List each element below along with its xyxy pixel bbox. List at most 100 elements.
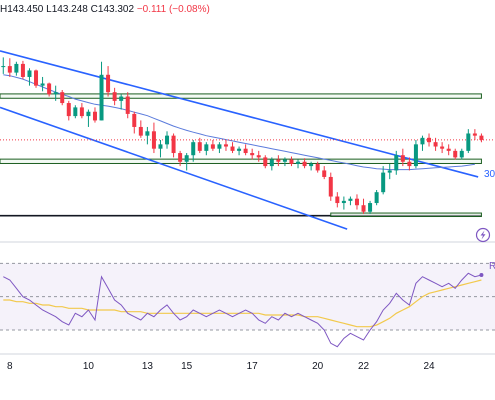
candle xyxy=(92,107,97,123)
x-tick-label: 22 xyxy=(358,361,370,372)
candle xyxy=(7,58,12,77)
candle-body xyxy=(92,111,97,121)
candle-body xyxy=(53,92,58,95)
candle-body xyxy=(413,144,418,167)
candle xyxy=(459,148,464,160)
candle xyxy=(165,131,170,149)
candle-body xyxy=(204,144,209,151)
ohlc-change: −0.111 (−0.08%) xyxy=(136,4,210,15)
candle-body xyxy=(99,74,104,121)
time-axis-labels: 8 10 13 15 17 20 22 24 xyxy=(7,361,435,372)
rsi-label: R xyxy=(489,261,495,272)
candle-body xyxy=(165,135,170,145)
candle-body xyxy=(151,131,156,149)
candle-body xyxy=(47,83,52,95)
candle-body xyxy=(263,157,268,167)
candle-body xyxy=(256,155,261,158)
candle xyxy=(387,163,392,180)
candle xyxy=(472,129,477,140)
candle xyxy=(328,172,333,201)
candle-body xyxy=(309,163,314,167)
candle-body xyxy=(361,205,366,212)
candle xyxy=(381,166,386,195)
candle-body xyxy=(335,196,340,204)
candle-body xyxy=(250,153,255,156)
candle xyxy=(263,155,268,169)
candle-body xyxy=(296,161,301,164)
candle-body xyxy=(7,66,12,73)
candle xyxy=(99,61,104,121)
candle xyxy=(47,82,52,97)
candle-body xyxy=(34,70,39,86)
candle xyxy=(420,135,425,151)
x-tick-label: 10 xyxy=(83,361,95,372)
candle-body xyxy=(453,150,458,158)
candle-body xyxy=(14,63,19,73)
candle-body xyxy=(73,107,78,117)
candle-body xyxy=(1,66,6,68)
candle xyxy=(66,100,71,121)
candle xyxy=(1,57,6,74)
candle xyxy=(433,137,438,151)
candle xyxy=(73,105,78,119)
candle-body xyxy=(407,161,412,167)
candle xyxy=(204,142,209,156)
candle xyxy=(361,198,366,214)
candle xyxy=(309,161,314,171)
candle xyxy=(368,200,373,214)
candle-body xyxy=(269,159,274,167)
candle-body xyxy=(354,198,359,206)
rsi-last-point xyxy=(479,273,484,277)
candle-body xyxy=(459,150,464,158)
candle-body xyxy=(289,159,294,164)
candle xyxy=(427,133,432,147)
candle xyxy=(20,60,25,80)
candle-body xyxy=(381,172,386,193)
candle-body xyxy=(368,203,373,212)
candle-body xyxy=(119,96,124,101)
candle-body xyxy=(341,200,346,204)
rsi-line xyxy=(3,272,482,348)
candle xyxy=(60,90,65,106)
candle-body xyxy=(171,135,176,154)
x-tick-label: 24 xyxy=(423,361,435,372)
candle-body xyxy=(158,144,163,149)
candle xyxy=(184,153,189,171)
candle xyxy=(158,140,163,158)
candle xyxy=(14,61,19,76)
candle xyxy=(335,192,340,208)
candle xyxy=(178,150,183,167)
candle xyxy=(34,69,39,88)
candle xyxy=(400,148,405,167)
candle xyxy=(322,166,327,180)
candle-body xyxy=(302,161,307,167)
candle xyxy=(145,126,150,145)
candle-body xyxy=(106,74,111,93)
candle-body xyxy=(472,133,477,136)
candle-body xyxy=(112,92,117,101)
candle xyxy=(440,142,445,154)
candle xyxy=(40,76,45,92)
rsi-levels xyxy=(0,262,495,331)
candle-body xyxy=(282,159,287,162)
candle-body xyxy=(27,70,32,77)
candle-body xyxy=(145,131,150,136)
ma30-label: 30 xyxy=(484,169,495,180)
candle-body xyxy=(374,192,379,204)
candle-body xyxy=(479,135,484,140)
candle-body xyxy=(230,146,235,151)
candle xyxy=(282,157,287,167)
candle-body xyxy=(223,144,228,147)
candle-body xyxy=(420,137,425,145)
candle xyxy=(269,157,274,171)
candle xyxy=(27,68,32,86)
candle xyxy=(151,122,156,154)
candle-body xyxy=(184,155,189,162)
candle xyxy=(250,148,255,160)
candle-body xyxy=(178,153,183,162)
candle xyxy=(243,144,248,156)
candle xyxy=(223,140,228,151)
flash-icon[interactable] xyxy=(475,227,491,243)
candle-body xyxy=(387,170,392,173)
candle xyxy=(106,66,111,97)
